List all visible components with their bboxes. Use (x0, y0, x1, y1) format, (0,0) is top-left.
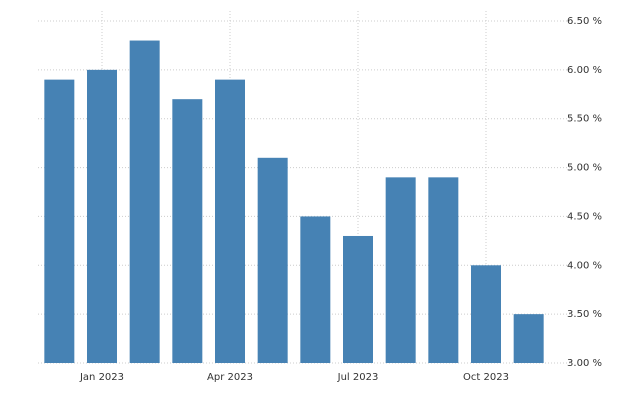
bar (129, 40, 160, 364)
bar (385, 177, 416, 363)
bar (215, 79, 245, 363)
bar (513, 314, 544, 363)
bar (471, 265, 501, 363)
x-tick-label: Jul 2023 (337, 372, 379, 383)
bar (257, 157, 288, 363)
bar (172, 99, 203, 364)
bar (44, 79, 75, 363)
y-tick-label: 3.00 % (567, 358, 602, 369)
y-tick-label: 5.50 % (567, 114, 602, 125)
bar (300, 216, 331, 363)
y-tick-label: 5.00 % (567, 163, 602, 174)
y-tick-label: 4.50 % (567, 211, 602, 222)
y-tick-label: 3.50 % (567, 309, 602, 320)
bar (87, 69, 117, 363)
y-tick-label: 6.50 % (567, 16, 602, 27)
x-tick-label: Jan 2023 (79, 372, 124, 383)
x-tick-label: Oct 2023 (463, 372, 509, 383)
bar (428, 177, 459, 363)
x-tick-label: Apr 2023 (207, 372, 253, 383)
y-tick-label: 4.00 % (567, 260, 602, 271)
y-tick-label: 6.00 % (567, 65, 602, 76)
bar (343, 235, 373, 363)
